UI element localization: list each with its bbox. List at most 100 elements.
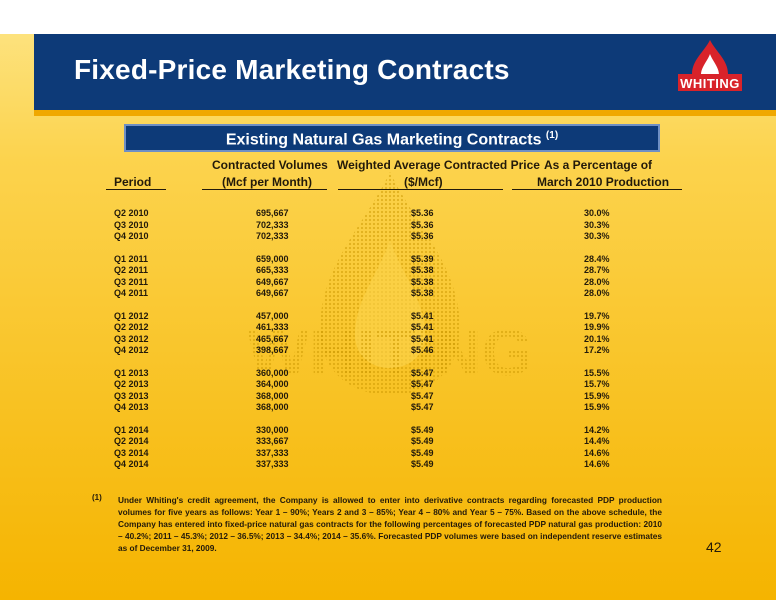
row-percent: 30.0% (584, 208, 610, 218)
subtitle-box: Existing Natural Gas Marketing Contracts… (124, 124, 660, 152)
row-volume: 665,333 (256, 265, 289, 275)
row-volume: 368,000 (256, 402, 289, 412)
row-price: $5.38 (411, 265, 434, 275)
row-volume: 360,000 (256, 367, 289, 378)
percent-header: March 2010 Production (537, 175, 670, 189)
row-volume: 330,000 (256, 424, 289, 435)
row-percent: 28.7% (584, 265, 610, 275)
volumes-underline (202, 189, 327, 190)
watermark-text: WHITING (247, 315, 533, 389)
row-period: Q3 2014 (114, 447, 149, 458)
row-period: Q1 2013 (114, 367, 149, 378)
slide-header: Fixed-Price Marketing Contracts WHITING (34, 34, 776, 110)
row-percent: 14.6% (584, 459, 610, 469)
top-white-strip (0, 0, 776, 34)
page-number: 42 (706, 539, 722, 555)
row-percent: 28.4% (584, 253, 610, 264)
row-price: $5.49 (411, 447, 434, 458)
row-volume: 364,000 (256, 379, 289, 389)
volumes-header-top: Contracted Volumes (212, 158, 328, 172)
row-percent: 14.2% (584, 424, 610, 435)
row-volume: 695,667 (256, 208, 289, 218)
row-period: Q2 2010 (114, 208, 149, 218)
row-price: $5.46 (411, 345, 434, 355)
row-volume: 457,000 (256, 310, 289, 321)
row-volume: 461,333 (256, 322, 289, 332)
footnote-mark: (1) (92, 493, 102, 502)
row-percent: 30.3% (584, 219, 610, 230)
row-volume: 702,333 (256, 231, 289, 241)
row-percent: 17.2% (584, 345, 610, 355)
row-percent: 15.5% (584, 367, 610, 378)
header-gold-rule (34, 110, 776, 116)
row-volume: 702,333 (256, 219, 289, 230)
row-price: $5.49 (411, 459, 434, 469)
row-volume: 333,667 (256, 436, 289, 446)
row-period: Q2 2013 (114, 379, 149, 389)
row-period: Q4 2012 (114, 345, 149, 355)
row-period: Q2 2014 (114, 436, 149, 446)
row-price: $5.38 (411, 276, 434, 287)
price-header-top: Weighted Average Contracted Price (337, 158, 540, 172)
period-underline (106, 189, 166, 190)
row-price: $5.49 (411, 424, 434, 435)
volumes-header: (Mcf per Month) (222, 175, 312, 189)
slide-title: Fixed-Price Marketing Contracts (74, 54, 510, 85)
row-period: Q4 2014 (114, 459, 149, 469)
row-volume: 649,667 (256, 276, 289, 287)
row-period: Q3 2011 (114, 276, 149, 287)
row-period: Q3 2010 (114, 219, 149, 230)
price-header: ($/Mcf) (404, 175, 443, 189)
row-percent: 20.1% (584, 333, 610, 344)
row-price: $5.36 (411, 231, 434, 241)
row-volume: 337,333 (256, 459, 289, 469)
row-price: $5.38 (411, 288, 434, 298)
row-percent: 28.0% (584, 288, 610, 298)
row-price: $5.47 (411, 367, 434, 378)
subtitle-footnote-ref: (1) (545, 130, 559, 141)
row-price: $5.47 (411, 379, 434, 389)
row-percent: 15.9% (584, 402, 610, 412)
row-volume: 465,667 (256, 333, 289, 344)
row-period: Q1 2014 (114, 424, 149, 435)
row-period: Q3 2013 (114, 390, 149, 401)
row-period: Q1 2012 (114, 310, 149, 321)
row-price: $5.36 (411, 219, 434, 230)
row-volume: 398,667 (256, 345, 289, 355)
row-percent: 15.7% (584, 379, 610, 389)
logo-text: WHITING (680, 76, 740, 91)
row-volume: 337,333 (256, 447, 289, 458)
row-percent: 30.3% (584, 231, 610, 241)
row-price: $5.41 (411, 333, 434, 344)
row-period: Q4 2013 (114, 402, 149, 412)
percent-header-top: As a Percentage of (544, 158, 653, 172)
row-volume: 368,000 (256, 390, 289, 401)
row-price: $5.36 (411, 208, 434, 218)
row-price: $5.49 (411, 436, 434, 446)
row-percent: 19.9% (584, 322, 610, 332)
row-percent: 28.0% (584, 276, 610, 287)
row-price: $5.47 (411, 402, 434, 412)
row-percent: 15.9% (584, 390, 610, 401)
period-header: Period (114, 175, 152, 189)
row-price: $5.41 (411, 322, 434, 332)
row-period: Q4 2010 (114, 231, 149, 241)
row-volume: 649,667 (256, 288, 289, 298)
row-price: $5.39 (411, 253, 434, 264)
whiting-watermark: WHITING (247, 172, 533, 395)
row-period: Q2 2012 (114, 322, 149, 332)
row-price: $5.41 (411, 310, 434, 321)
price-underline (338, 189, 503, 190)
row-percent: 14.4% (584, 436, 610, 446)
row-percent: 14.6% (584, 447, 610, 458)
subtitle-text: Existing Natural Gas Marketing Contracts (225, 131, 542, 149)
percent-underline (512, 189, 682, 190)
row-period: Q4 2011 (114, 288, 149, 298)
row-price: $5.47 (411, 390, 434, 401)
row-percent: 19.7% (584, 310, 610, 321)
row-period: Q1 2011 (114, 253, 149, 264)
footnote-text: Under Whiting's credit agreement, the Co… (118, 495, 662, 553)
row-volume: 659,000 (256, 253, 289, 264)
whiting-logo: WHITING (670, 38, 750, 106)
